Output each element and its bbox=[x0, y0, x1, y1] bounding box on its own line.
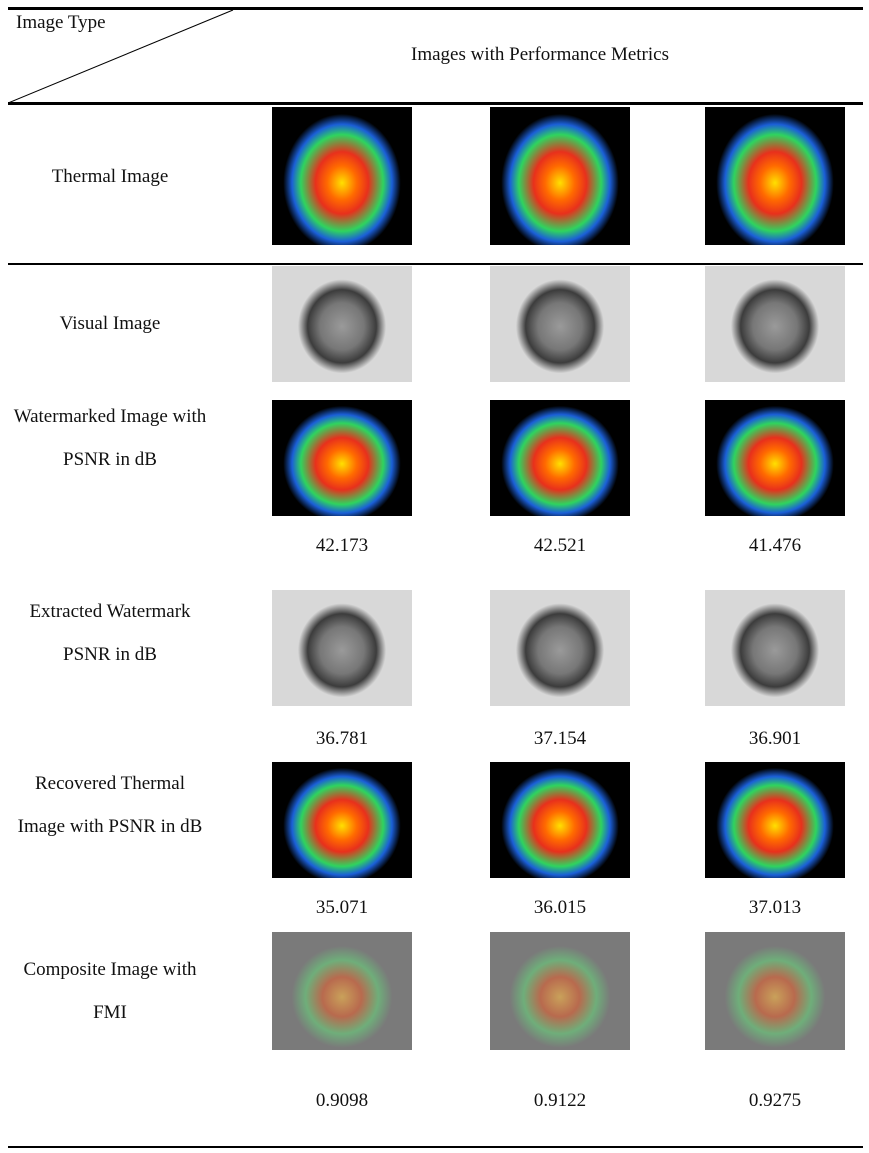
row-rule bbox=[8, 263, 863, 265]
face-image bbox=[705, 590, 845, 706]
row-label: Recovered Thermal Image with PSNR in dB bbox=[10, 762, 210, 848]
metric-value: 42.173 bbox=[262, 535, 422, 557]
face-image bbox=[272, 107, 412, 245]
row-label: Visual Image bbox=[10, 302, 210, 345]
metric-value: 35.071 bbox=[262, 897, 422, 919]
row-label: Thermal Image bbox=[10, 155, 210, 198]
face-image bbox=[272, 932, 412, 1050]
face-image bbox=[705, 266, 845, 382]
face-image bbox=[272, 266, 412, 382]
metric-value: 36.901 bbox=[695, 728, 855, 750]
metric-value: 37.154 bbox=[480, 728, 640, 750]
metric-value: 41.476 bbox=[695, 535, 855, 557]
header-rule bbox=[8, 102, 863, 105]
face-image bbox=[490, 762, 630, 878]
face-image bbox=[490, 590, 630, 706]
face-image bbox=[490, 932, 630, 1050]
face-image bbox=[272, 590, 412, 706]
face-image bbox=[490, 400, 630, 516]
face-image bbox=[705, 932, 845, 1050]
face-image bbox=[490, 266, 630, 382]
diagonal bbox=[8, 8, 238, 104]
metric-value: 0.9275 bbox=[695, 1090, 855, 1112]
page: Image Type Images with Performance Metri… bbox=[0, 0, 869, 1153]
header-title: Images with Performance Metrics bbox=[240, 44, 840, 66]
metric-value: 36.781 bbox=[262, 728, 422, 750]
metric-value: 37.013 bbox=[695, 897, 855, 919]
metric-value: 0.9098 bbox=[262, 1090, 422, 1112]
metric-value: 42.521 bbox=[480, 535, 640, 557]
row-label: Watermarked Image with PSNR in dB bbox=[10, 395, 210, 481]
face-image bbox=[705, 107, 845, 245]
metric-value: 0.9122 bbox=[480, 1090, 640, 1112]
bottom-rule bbox=[8, 1146, 863, 1148]
face-image bbox=[705, 762, 845, 878]
face-image bbox=[490, 107, 630, 245]
row-label: Composite Image with FMI bbox=[10, 948, 210, 1034]
face-image bbox=[272, 762, 412, 878]
metric-value: 36.015 bbox=[480, 897, 640, 919]
face-image bbox=[705, 400, 845, 516]
row-label: Extracted Watermark PSNR in dB bbox=[10, 590, 210, 676]
face-image bbox=[272, 400, 412, 516]
